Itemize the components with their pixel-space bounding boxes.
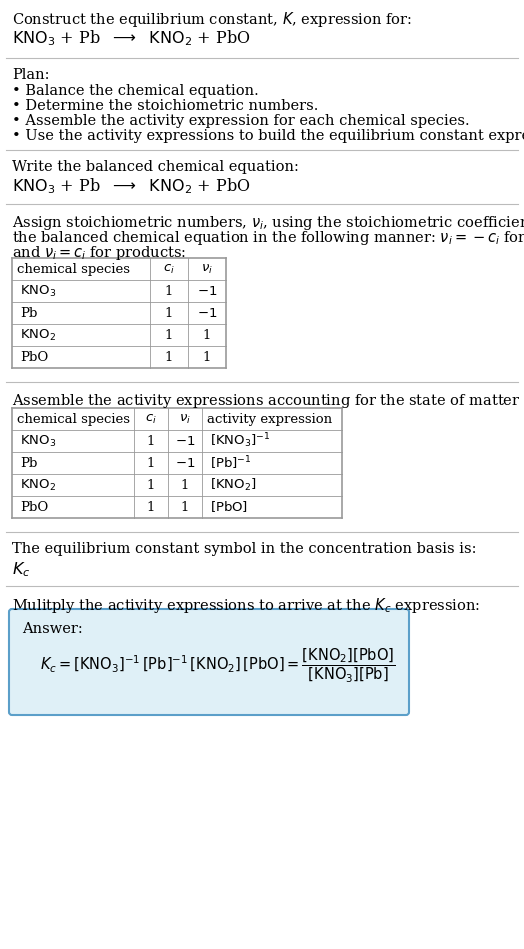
Text: $\nu_i$: $\nu_i$ <box>179 413 191 425</box>
Text: activity expression: activity expression <box>207 413 332 425</box>
Text: $\mathrm{KNO_3}$ + Pb  $\longrightarrow$  $\mathrm{KNO_2}$ + PbO: $\mathrm{KNO_3}$ + Pb $\longrightarrow$ … <box>12 28 250 47</box>
Text: 1: 1 <box>165 328 173 342</box>
Text: $\mathrm{KNO_3}$ + Pb  $\longrightarrow$  $\mathrm{KNO_2}$ + PbO: $\mathrm{KNO_3}$ + Pb $\longrightarrow$ … <box>12 176 250 195</box>
Text: $[\mathrm{Pb}]^{-1}$: $[\mathrm{Pb}]^{-1}$ <box>210 455 252 472</box>
Text: Pb: Pb <box>20 307 37 320</box>
Text: Plan:: Plan: <box>12 68 49 82</box>
Text: Pb: Pb <box>20 456 37 470</box>
Text: $[\mathrm{KNO_2}]$: $[\mathrm{KNO_2}]$ <box>210 477 257 493</box>
Text: chemical species: chemical species <box>17 263 130 275</box>
Text: • Determine the stoichiometric numbers.: • Determine the stoichiometric numbers. <box>12 99 319 113</box>
Text: 1: 1 <box>165 350 173 363</box>
Text: $-1$: $-1$ <box>175 456 195 470</box>
Text: Mulitply the activity expressions to arrive at the $K_c$ expression:: Mulitply the activity expressions to arr… <box>12 596 480 615</box>
Text: $c_i$: $c_i$ <box>163 263 175 275</box>
Text: Answer:: Answer: <box>22 622 83 636</box>
Text: $c_i$: $c_i$ <box>145 413 157 425</box>
Text: $K_c$: $K_c$ <box>12 560 30 579</box>
Text: 1: 1 <box>165 285 173 297</box>
Text: chemical species: chemical species <box>17 413 130 425</box>
Text: 1: 1 <box>147 478 155 492</box>
Text: $\mathrm{KNO_3}$: $\mathrm{KNO_3}$ <box>20 284 56 299</box>
Text: $-1$: $-1$ <box>197 307 217 320</box>
Text: 1: 1 <box>181 500 189 513</box>
Text: $\mathrm{KNO_3}$: $\mathrm{KNO_3}$ <box>20 434 56 449</box>
Text: 1: 1 <box>203 350 211 363</box>
Text: $-1$: $-1$ <box>197 285 217 297</box>
Text: 1: 1 <box>147 435 155 448</box>
Text: $\mathrm{KNO_2}$: $\mathrm{KNO_2}$ <box>20 327 56 343</box>
Text: Construct the equilibrium constant, $K$, expression for:: Construct the equilibrium constant, $K$,… <box>12 10 412 29</box>
Text: 1: 1 <box>147 500 155 513</box>
Text: and $\nu_i = c_i$ for products:: and $\nu_i = c_i$ for products: <box>12 244 187 262</box>
Text: $\nu_i$: $\nu_i$ <box>201 263 213 275</box>
Text: Write the balanced chemical equation:: Write the balanced chemical equation: <box>12 160 299 174</box>
Text: Assign stoichiometric numbers, $\nu_i$, using the stoichiometric coefficients, $: Assign stoichiometric numbers, $\nu_i$, … <box>12 214 524 232</box>
Text: The equilibrium constant symbol in the concentration basis is:: The equilibrium constant symbol in the c… <box>12 542 476 556</box>
Text: Assemble the activity expressions accounting for the state of matter and $\nu_i$: Assemble the activity expressions accoun… <box>12 392 524 410</box>
Text: $K_c = [\mathrm{KNO_3}]^{-1}\,[\mathrm{Pb}]^{-1}\,[\mathrm{KNO_2}]\,[\mathrm{PbO: $K_c = [\mathrm{KNO_3}]^{-1}\,[\mathrm{P… <box>40 646 396 684</box>
Text: 1: 1 <box>203 328 211 342</box>
Text: $\mathrm{KNO_2}$: $\mathrm{KNO_2}$ <box>20 477 56 493</box>
Text: 1: 1 <box>165 307 173 320</box>
Text: 1: 1 <box>181 478 189 492</box>
Text: • Use the activity expressions to build the equilibrium constant expression.: • Use the activity expressions to build … <box>12 129 524 143</box>
Text: • Balance the chemical equation.: • Balance the chemical equation. <box>12 84 259 98</box>
Text: $[\mathrm{KNO_3}]^{-1}$: $[\mathrm{KNO_3}]^{-1}$ <box>210 432 270 451</box>
Text: $-1$: $-1$ <box>175 435 195 448</box>
Text: PbO: PbO <box>20 350 48 363</box>
Text: $[\mathrm{PbO}]$: $[\mathrm{PbO}]$ <box>210 499 248 514</box>
Text: 1: 1 <box>147 456 155 470</box>
FancyBboxPatch shape <box>9 609 409 715</box>
Text: PbO: PbO <box>20 500 48 513</box>
Text: the balanced chemical equation in the following manner: $\nu_i = -c_i$ for react: the balanced chemical equation in the fo… <box>12 229 524 247</box>
Text: • Assemble the activity expression for each chemical species.: • Assemble the activity expression for e… <box>12 114 470 128</box>
